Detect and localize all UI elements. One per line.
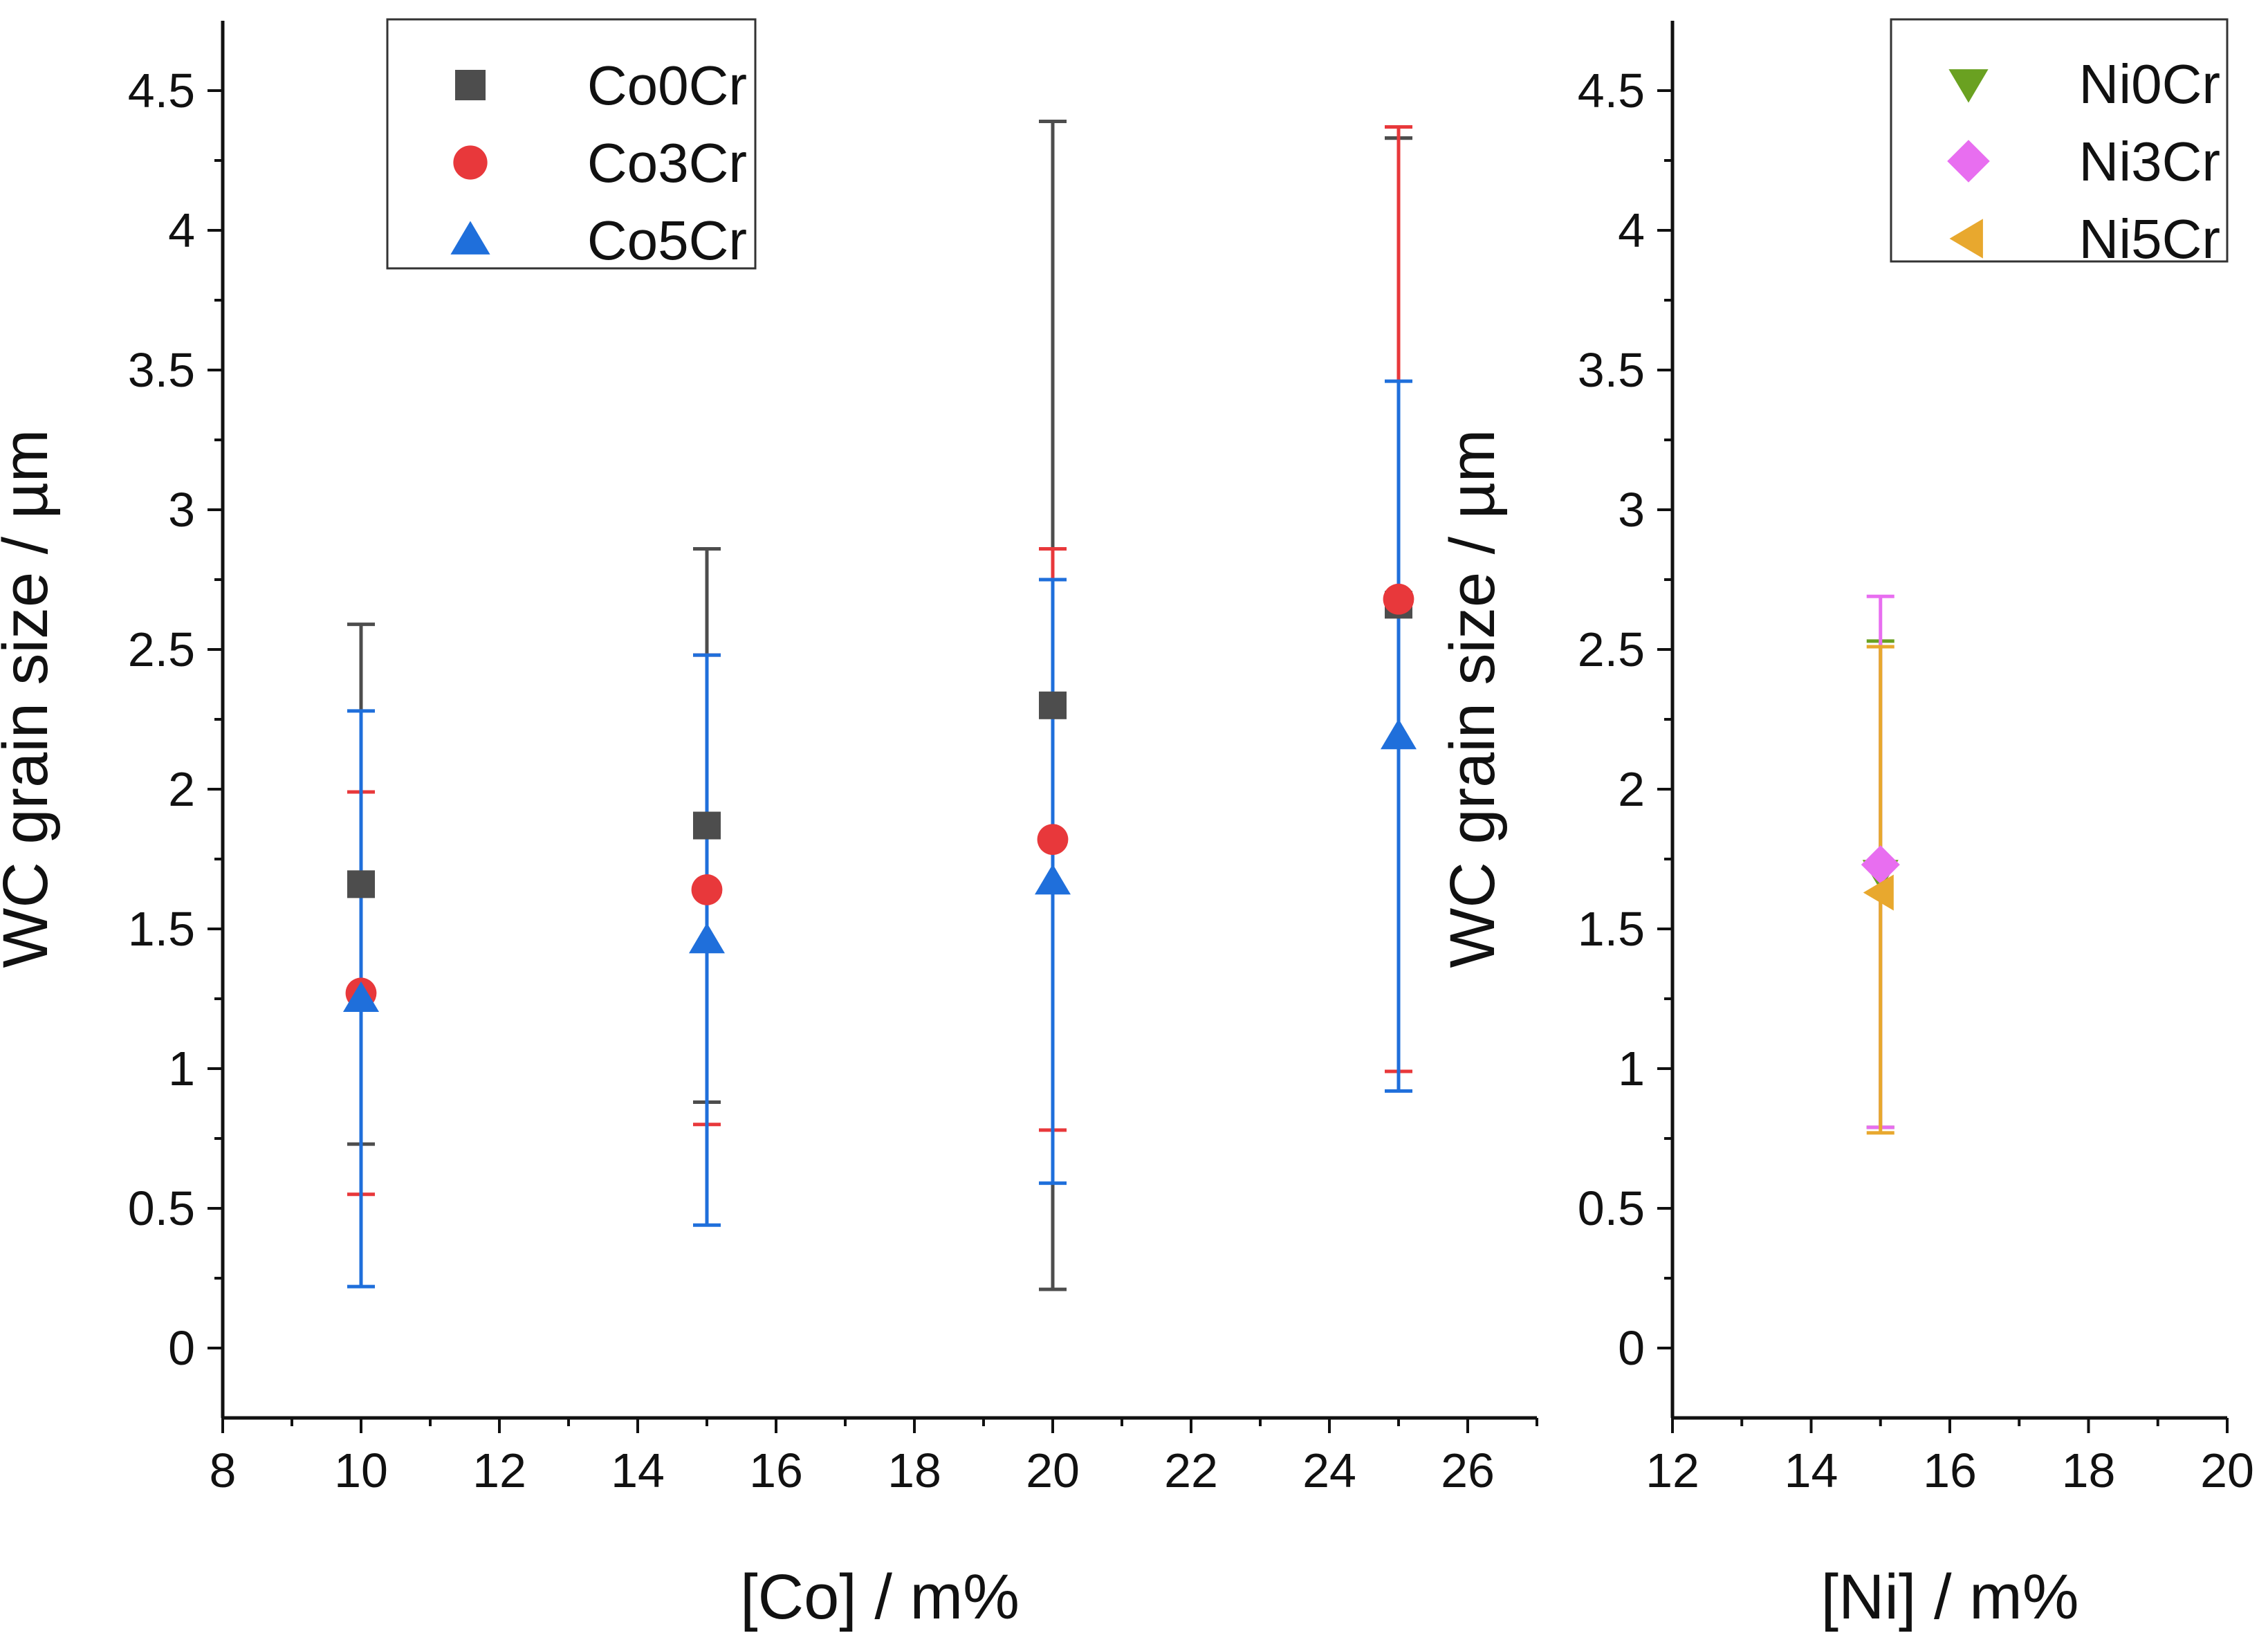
legend-label-ni0cr: Ni0Cr <box>2079 53 2220 115</box>
y-axis-title: WC grain size / µm <box>0 430 61 968</box>
y-tick-label: 3.5 <box>128 343 195 397</box>
legend-label-co0cr: Co0Cr <box>587 55 747 116</box>
x-axis-title: [Ni] / m% <box>1820 1562 2078 1632</box>
x-tick-label: 18 <box>2062 1444 2116 1497</box>
legend-box <box>1890 18 2229 263</box>
data-point-co0cr <box>1039 691 1067 719</box>
y-tick-label: 0 <box>168 1321 195 1375</box>
data-point-co0cr <box>693 811 721 840</box>
x-tick-label: 12 <box>1645 1444 1699 1497</box>
y-tick-label: 2.5 <box>1578 622 1645 676</box>
x-tick-label: 20 <box>2200 1444 2254 1497</box>
legend-label-ni3cr: Ni3Cr <box>2079 131 2220 192</box>
x-axis-title: [Co] / m% <box>740 1562 1020 1632</box>
data-point-co5cr <box>1035 864 1071 895</box>
legend-marker-co5cr <box>450 221 490 255</box>
data-point-co3cr <box>1383 583 1414 615</box>
data-point-co3cr <box>691 874 723 905</box>
legend: Ni0Cr Ni3Cr Ni5Cr <box>1890 18 2229 270</box>
x-tick-label: 10 <box>334 1444 388 1497</box>
x-tick-label: 22 <box>1164 1444 1218 1497</box>
legend-marker-co3cr <box>453 145 488 180</box>
y-tick-label: 4 <box>168 203 195 257</box>
x-tick-label: 24 <box>1302 1444 1356 1497</box>
data-point-co5cr <box>689 923 725 954</box>
y-tick-label: 1.5 <box>1578 902 1645 956</box>
y-tick-label: 0 <box>1618 1321 1645 1375</box>
legend-marker-ni0cr <box>1948 69 1989 103</box>
legend-marker-ni3cr <box>1947 140 1990 183</box>
data-point-co5cr <box>343 981 379 1012</box>
y-tick-label: 1 <box>1618 1042 1645 1096</box>
y-axis-title: WC grain size / µm <box>1437 430 1508 968</box>
x-tick-label: 14 <box>1785 1444 1838 1497</box>
y-tick-label: 4.5 <box>1578 64 1645 118</box>
y-tick-label: 0.5 <box>1578 1181 1645 1235</box>
x-tick-label: 16 <box>1923 1444 1977 1497</box>
legend-marker-ni5cr <box>1949 219 1983 259</box>
data-point-co0cr <box>347 870 375 898</box>
x-tick-label: 12 <box>472 1444 526 1497</box>
legend-label-co3cr: Co3Cr <box>587 132 747 194</box>
y-tick-label: 1 <box>168 1042 195 1096</box>
data-point-ni5cr <box>1863 874 1894 911</box>
y-tick-label: 3 <box>1618 483 1645 537</box>
legend-label-co5cr: Co5Cr <box>587 210 747 271</box>
legend-marker-co0cr <box>455 70 486 100</box>
y-tick-label: 2 <box>168 762 195 816</box>
data-point-co3cr <box>1037 824 1069 856</box>
data-point-ni3cr <box>1861 845 1900 885</box>
legend-box <box>386 18 757 270</box>
y-tick-label: 2 <box>1618 762 1645 816</box>
x-tick-label: 26 <box>1441 1444 1495 1497</box>
y-tick-label: 3 <box>168 483 195 537</box>
x-tick-label: 16 <box>749 1444 803 1497</box>
x-tick-label: 14 <box>611 1444 665 1497</box>
x-tick-label: 18 <box>887 1444 941 1497</box>
x-tick-label: 20 <box>1026 1444 1080 1497</box>
y-tick-label: 3.5 <box>1578 343 1645 397</box>
ni-panel: 0 0.5 1 1.5 2 2.5 3 3.5 4 4.5 12 14 16 18 20 [Ni] / m% W… <box>1437 18 2254 1632</box>
x-tick-label: 8 <box>210 1444 237 1497</box>
legend-label-ni5cr: Ni5Cr <box>2079 208 2220 270</box>
y-tick-label: 4.5 <box>128 64 195 118</box>
co-panel: 0 0.5 1 1.5 2 2.5 3 3.5 4 4.5 8 10 12 14 16 18 20 22 24 26 [… <box>0 18 1538 1632</box>
y-tick-label: 4 <box>1618 203 1645 257</box>
data-point-co5cr <box>1381 719 1417 750</box>
legend: Co0Cr Co3Cr Co5Cr <box>386 18 757 271</box>
y-tick-label: 1.5 <box>128 902 195 956</box>
y-tick-label: 2.5 <box>128 622 195 676</box>
y-tick-label: 0.5 <box>128 1181 195 1235</box>
